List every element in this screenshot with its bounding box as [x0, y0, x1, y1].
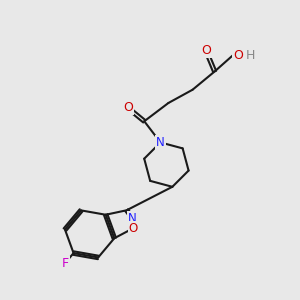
Text: O: O: [129, 222, 138, 235]
Text: N: N: [156, 136, 165, 149]
Text: O: O: [201, 44, 211, 57]
Text: O: O: [123, 101, 133, 115]
Text: H: H: [245, 49, 255, 62]
Text: F: F: [61, 257, 69, 270]
Text: N: N: [128, 212, 137, 225]
Text: O: O: [233, 49, 243, 62]
